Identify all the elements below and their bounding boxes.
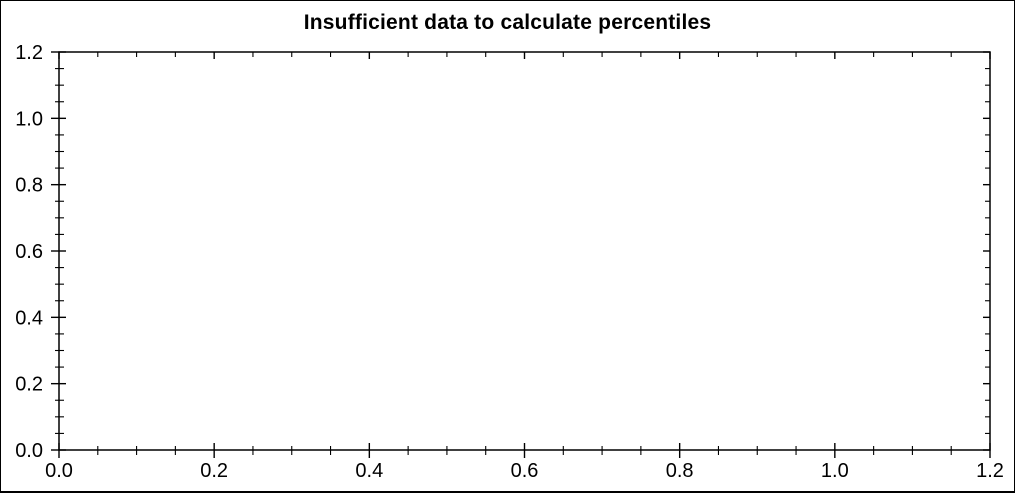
- y-tick-label: 0.8: [15, 175, 43, 197]
- chart-title: Insufficient data to calculate percentil…: [303, 11, 712, 34]
- x-tick-label: 0.8: [666, 460, 694, 482]
- plot-box: [58, 51, 991, 451]
- x-tick-label: 1.0: [821, 460, 849, 482]
- y-tick-label: 0.4: [15, 307, 43, 329]
- x-tick-label: 0.2: [200, 460, 228, 482]
- x-tick-label: 0.0: [45, 460, 73, 482]
- y-tick-label: 0.2: [15, 374, 43, 396]
- y-tick-label: 1.2: [15, 42, 43, 64]
- y-tick-label: 0.6: [15, 241, 43, 263]
- y-tick-label: 1.0: [15, 108, 43, 130]
- x-tick-label: 0.6: [511, 460, 539, 482]
- x-tick-label: 0.4: [355, 460, 383, 482]
- y-tick-label: 0.0: [15, 440, 43, 462]
- x-tick-label: 1.2: [976, 460, 1004, 482]
